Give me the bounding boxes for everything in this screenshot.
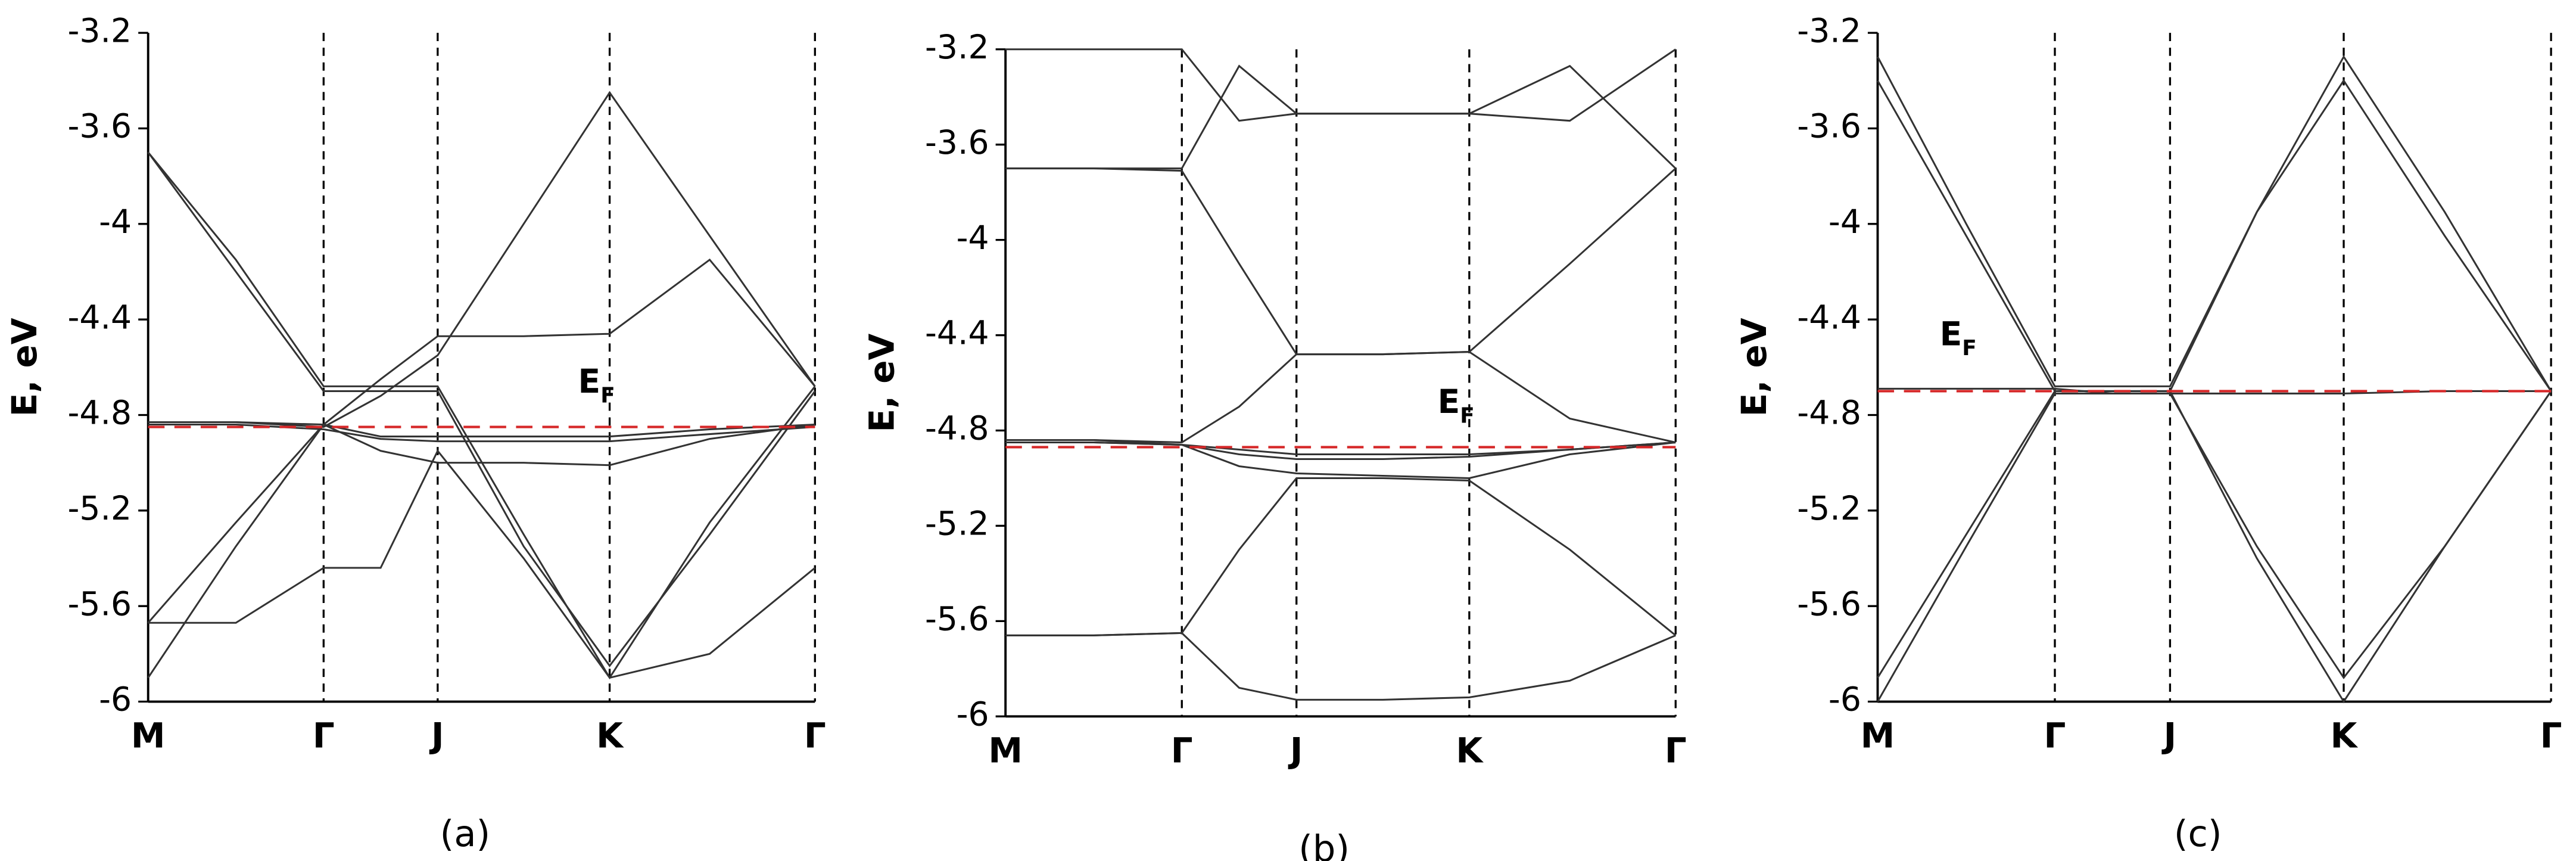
band-line <box>147 423 815 679</box>
x-tick-label: K <box>2331 716 2359 756</box>
x-tick-label: J <box>429 716 444 756</box>
y-tick-label: -4.8 <box>1797 394 1861 433</box>
y-axis-label: E, eV <box>4 318 45 416</box>
y-tick-label: -4.8 <box>925 410 989 448</box>
y-tick-label: -4.4 <box>68 299 132 337</box>
x-tick-label: J <box>1288 731 1303 771</box>
y-tick-label: -4 <box>1829 203 1861 241</box>
panel-caption: (b) <box>1298 828 1350 861</box>
y-tick-label: -5.2 <box>1797 490 1861 528</box>
y-tick-label: -6 <box>1829 681 1861 719</box>
y-tick-label: -5.6 <box>68 585 132 623</box>
y-tick-label: -4 <box>957 219 989 257</box>
y-axis-label: E, eV <box>862 333 902 432</box>
x-tick-label: Γ <box>1665 731 1687 771</box>
band-line <box>147 258 816 624</box>
band-line <box>1877 56 2552 392</box>
y-tick-label: -5.6 <box>1797 585 1861 623</box>
fermi-label-main: E <box>1940 315 1963 353</box>
y-tick-label: -6 <box>957 695 989 733</box>
panel-caption: (c) <box>2174 813 2222 855</box>
y-tick-label: -5.6 <box>925 601 989 639</box>
x-tick-label: Γ <box>2540 716 2562 756</box>
band-line <box>1005 632 1676 701</box>
y-tick-label: -4 <box>99 203 132 241</box>
band-line <box>1005 167 1677 356</box>
y-axis-label: E, eV <box>1734 318 1774 416</box>
band-line <box>147 151 816 680</box>
x-tick-label: M <box>131 716 166 756</box>
panel: M Γ J K Γ -6 -5.6 -5.2 -4.8 -4.4 -4 -3.6 -3.2 EF E, eV… <box>862 29 1687 861</box>
band-line <box>1877 55 2552 392</box>
band-line <box>1005 48 1677 122</box>
x-tick-label: M <box>1861 716 1895 756</box>
panel: M Γ J K Γ -6 -5.6 -5.2 -4.8 -4.4 -4 -3.6 -3.2 EF E, eV… <box>1734 12 2562 855</box>
band-line <box>148 449 816 679</box>
band-line <box>1877 387 2552 394</box>
x-tick-label: K <box>596 716 624 756</box>
y-tick-label: -6 <box>99 681 132 719</box>
y-tick-label: -3.6 <box>1797 108 1861 146</box>
band-line <box>1005 477 1677 636</box>
x-tick-label: Γ <box>804 716 826 756</box>
band-line <box>1877 390 2552 704</box>
x-tick-label: Γ <box>1171 731 1193 771</box>
y-tick-label: -3.2 <box>68 12 132 50</box>
panel-caption: (a) <box>440 813 491 855</box>
fermi-label: EF <box>578 363 615 408</box>
fermi-label-sub: F <box>600 383 615 408</box>
y-tick-label: -5.2 <box>925 505 989 543</box>
band-line <box>1877 390 2552 703</box>
x-tick-label: Γ <box>2044 716 2066 756</box>
fermi-label-main: E <box>1438 383 1460 421</box>
fermi-label: EF <box>1438 383 1475 428</box>
panel: M Γ J K Γ -6 -5.6 -5.2 -4.8 -4.4 -4 -3.6 -3.2 EF E, eV… <box>4 12 826 855</box>
band-line <box>1005 441 1676 479</box>
x-tick-label: K <box>1456 731 1484 771</box>
x-tick-label: J <box>2161 716 2177 756</box>
fermi-label-main: E <box>578 363 601 401</box>
band-line <box>147 151 816 667</box>
y-tick-label: -4.8 <box>68 394 132 433</box>
y-tick-label: -5.2 <box>68 490 132 528</box>
y-tick-label: -3.2 <box>1797 12 1861 50</box>
band-line <box>1005 351 1676 444</box>
band-line <box>148 91 816 428</box>
y-tick-label: -4.4 <box>1797 299 1861 337</box>
fermi-label-sub: F <box>1460 403 1474 428</box>
y-tick-label: -3.6 <box>925 124 989 162</box>
x-tick-label: Γ <box>313 716 335 756</box>
band-line <box>1005 441 1676 460</box>
fermi-label: EF <box>1940 315 1977 360</box>
band-line <box>148 421 815 438</box>
fermi-label-sub: F <box>1962 336 1976 360</box>
y-tick-label: -3.2 <box>925 29 989 67</box>
y-tick-label: -3.6 <box>68 108 132 146</box>
y-tick-label: -4.4 <box>925 315 989 353</box>
x-tick-label: M <box>988 731 1023 771</box>
